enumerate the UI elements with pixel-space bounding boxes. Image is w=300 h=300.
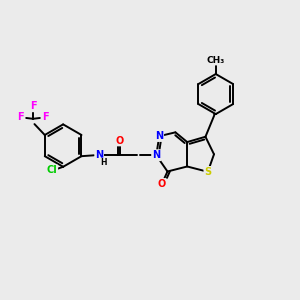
Text: Cl: Cl [46,165,57,175]
Text: O: O [116,136,124,146]
Text: N: N [152,150,160,160]
Text: CH₃: CH₃ [207,56,225,65]
Text: N: N [155,131,163,141]
Text: F: F [30,101,36,111]
Text: O: O [158,179,166,189]
Text: S: S [204,167,211,177]
Text: F: F [17,112,24,122]
Text: H: H [100,158,106,167]
Text: F: F [42,112,49,122]
Text: N: N [152,150,160,160]
Text: N: N [95,150,103,160]
